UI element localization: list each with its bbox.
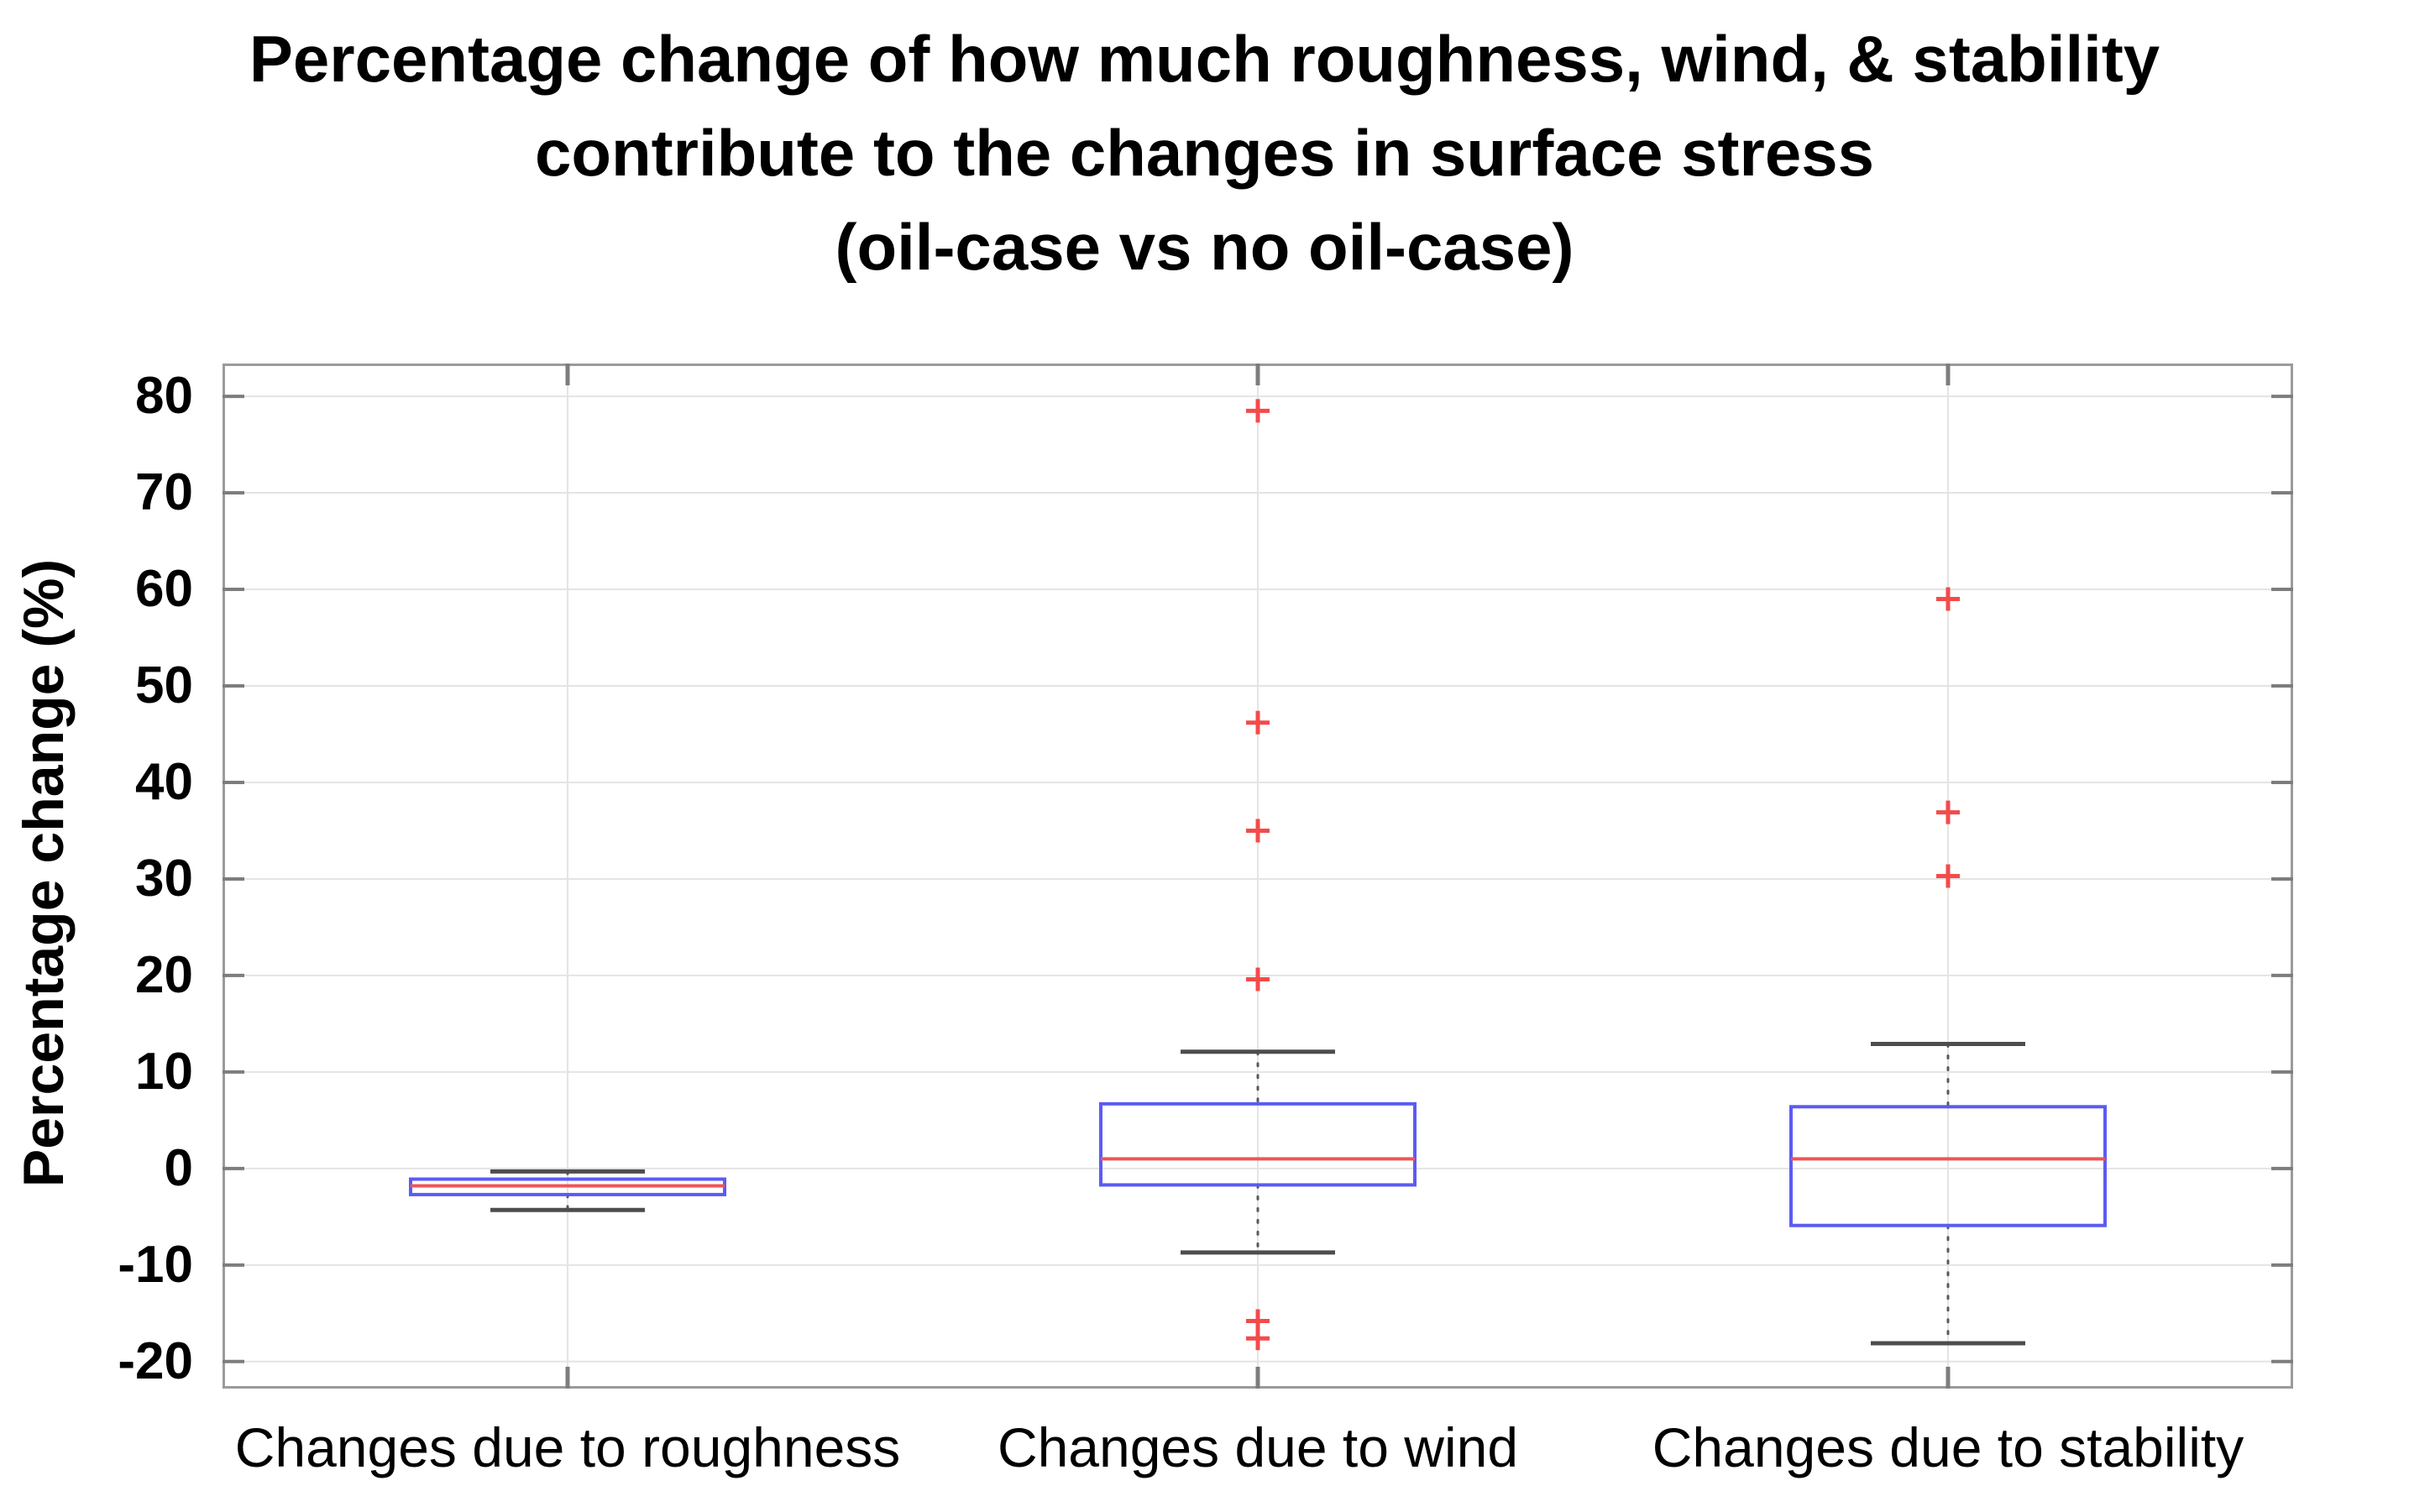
y-tick-label: -20 xyxy=(118,1332,193,1390)
iqr-box xyxy=(1789,1105,2107,1227)
y-tick-label: 60 xyxy=(135,560,193,619)
chart-title: Percentage change of how much roughness,… xyxy=(0,12,2409,294)
y-tick-label: 40 xyxy=(135,752,193,811)
y-tick-label: 0 xyxy=(164,1138,193,1197)
chart-title-line-1: Percentage change of how much roughness,… xyxy=(249,22,2160,96)
x-tick-label: Changes due to stability xyxy=(1652,1416,2244,1478)
x-tick-label: Changes due to wind xyxy=(997,1416,1519,1478)
y-tick-label: 50 xyxy=(135,657,193,714)
y-tick-label: 30 xyxy=(135,849,193,908)
iqr-box xyxy=(1099,1101,1417,1187)
plot-area xyxy=(223,364,2293,1389)
y-tick-label: -10 xyxy=(118,1235,193,1294)
y-tick-label: 70 xyxy=(135,463,193,522)
y-tick-label: 10 xyxy=(135,1042,193,1101)
y-tick-label: 20 xyxy=(135,945,193,1004)
chart-title-line-2: contribute to the changes in surface str… xyxy=(534,116,1875,190)
y-tick-label: 80 xyxy=(135,367,193,426)
x-tick-label: Changes due to roughness xyxy=(234,1416,901,1478)
chart-title-line-3: (oil-case vs no oil-case) xyxy=(835,210,1574,284)
